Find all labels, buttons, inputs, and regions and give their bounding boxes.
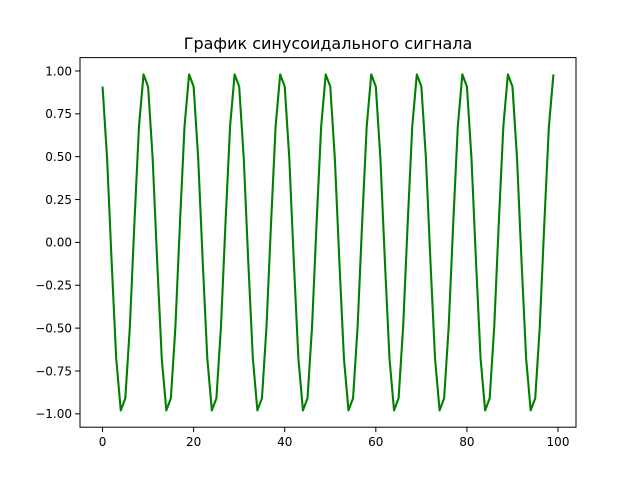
- x-tick-label: 60: [368, 435, 383, 449]
- x-axis: 0 20 40 60 80 100: [99, 427, 570, 449]
- y-tick-label: −0.50: [35, 321, 72, 335]
- x-tick-label: 80: [459, 435, 474, 449]
- y-tick-label: 0.25: [45, 193, 72, 207]
- sine-series-line: [101, 73, 555, 412]
- y-axis: −1.00 −0.75 −0.50 −0.25 0.00 0.25 0.50 0.75 1.00: [35, 64, 80, 421]
- x-tick-label: 0: [99, 435, 107, 449]
- x-tick-label: 20: [186, 435, 201, 449]
- y-tick-label: −0.75: [35, 364, 72, 378]
- plot-area: [101, 73, 555, 412]
- x-tick-label: 40: [277, 435, 292, 449]
- chart-title: График синусоидального сигнала: [184, 34, 473, 53]
- y-tick-label: 0.50: [45, 150, 72, 164]
- y-tick-label: −0.25: [35, 279, 72, 293]
- y-tick-label: −1.00: [35, 407, 72, 421]
- y-tick-label: 1.00: [45, 64, 72, 78]
- axes-frame: [79, 57, 577, 428]
- y-tick-label: 0.75: [45, 107, 72, 121]
- x-tick-label: 100: [547, 435, 570, 449]
- y-tick-label: 0.00: [45, 236, 72, 250]
